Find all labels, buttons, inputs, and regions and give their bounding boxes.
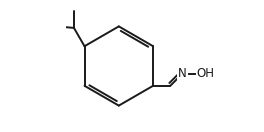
Text: OH: OH [196,67,214,80]
Text: N: N [178,67,187,80]
